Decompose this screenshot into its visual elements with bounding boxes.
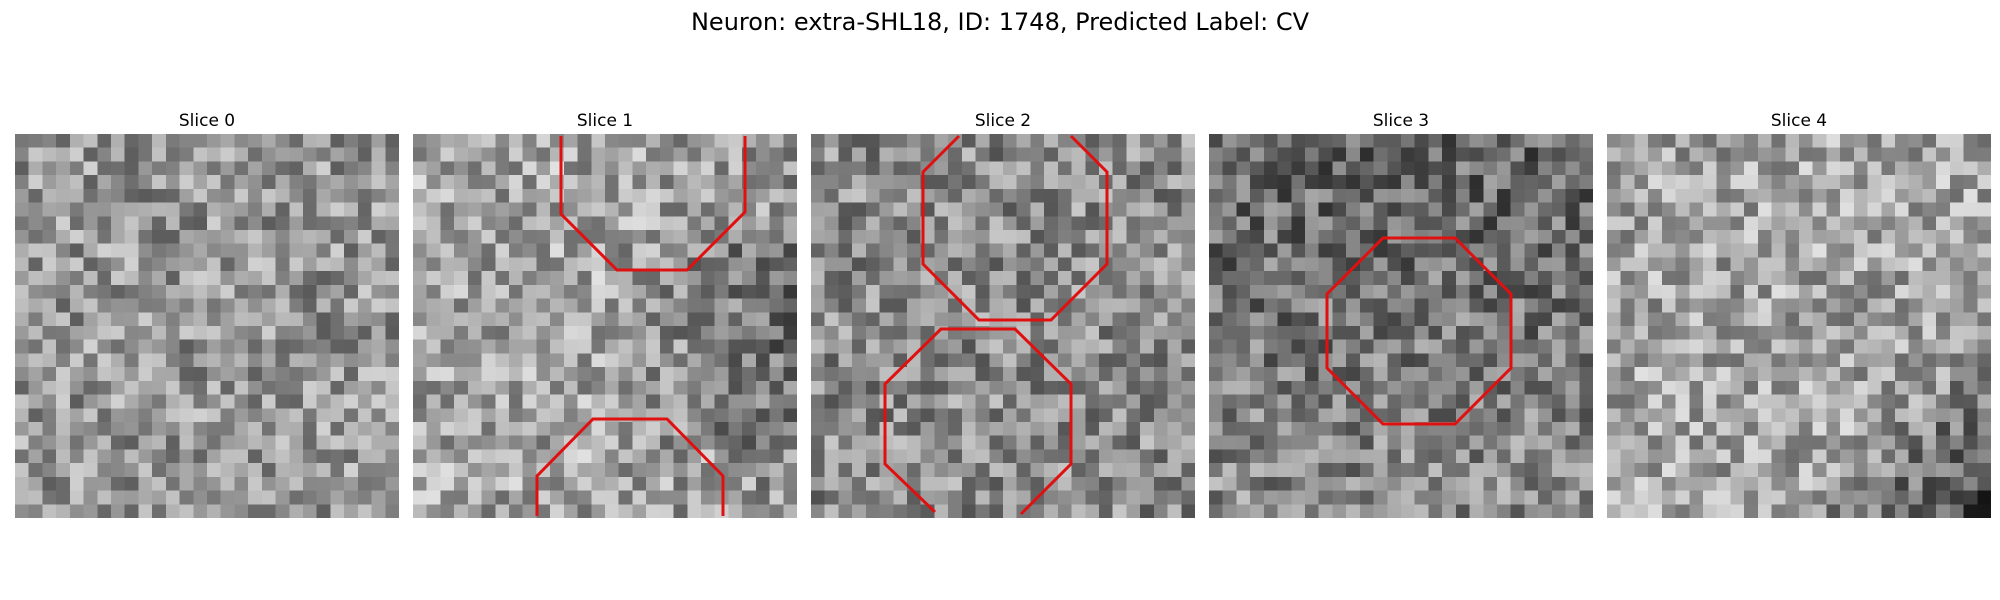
slice-image	[15, 134, 399, 518]
slice-panel-1: Slice 1	[413, 108, 797, 518]
slice-image	[1607, 134, 1991, 518]
contour-overlay	[1325, 236, 1513, 426]
slice-title: Slice 2	[974, 111, 1032, 131]
slice-panel-4: Slice 4	[1607, 108, 1991, 518]
slice-image	[1209, 134, 1593, 518]
contour-line	[559, 136, 747, 272]
contour-overlay	[535, 136, 747, 516]
contour-line	[883, 327, 1073, 516]
contour-overlay	[883, 134, 1109, 516]
slice-panel-0: Slice 0	[15, 108, 399, 518]
slice-title: Slice 4	[1770, 111, 1828, 131]
slice-title: Slice 1	[576, 111, 634, 131]
slice-title: Slice 3	[1372, 111, 1430, 131]
figure-title: Neuron: extra-SHL18, ID: 1748, Predicted…	[690, 8, 1310, 36]
slice-title: Slice 0	[178, 111, 236, 131]
slice-panel-2: Slice 2	[811, 108, 1195, 518]
contour-line	[535, 417, 725, 516]
slice-panel-3: Slice 3	[1209, 108, 1593, 518]
slice-image	[413, 134, 797, 518]
slice-image	[811, 134, 1195, 518]
contour-line	[1325, 236, 1513, 426]
contour-line	[921, 134, 1109, 322]
